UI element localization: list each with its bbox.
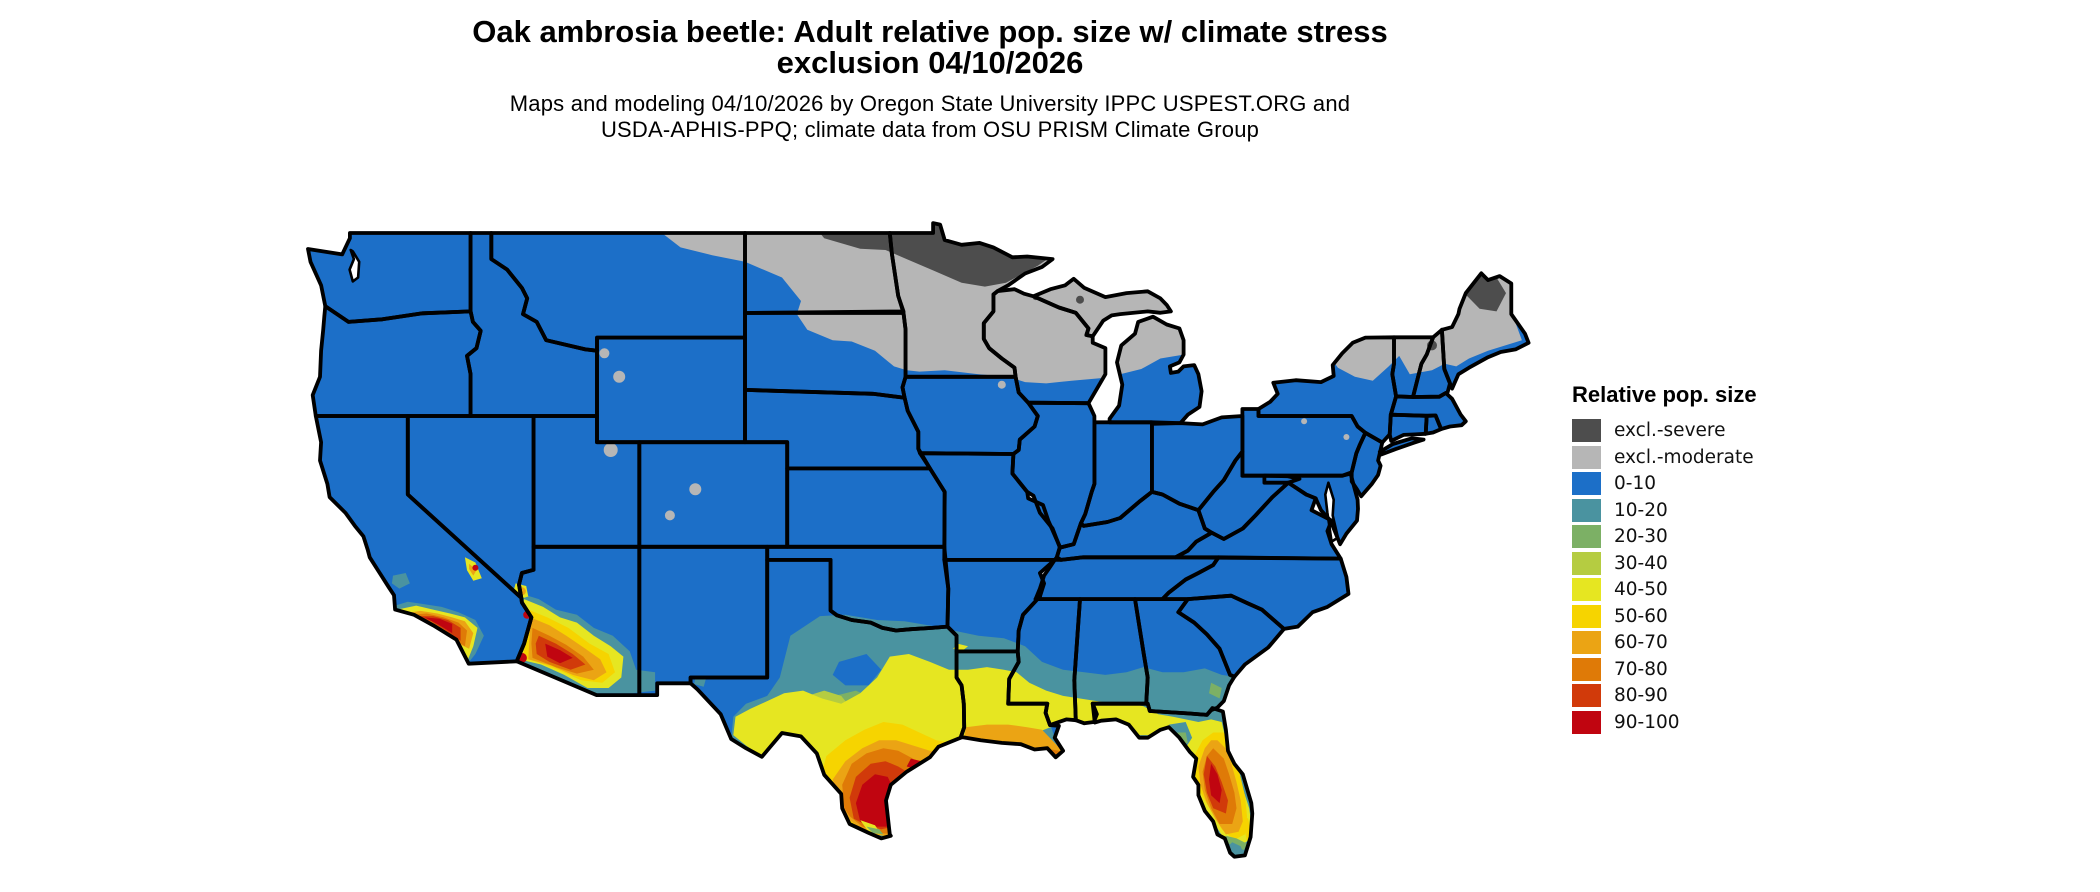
state-border-me: [1440, 271, 1531, 391]
legend-item: 80-90: [1572, 684, 1757, 707]
legend-item-label: 90-100: [1614, 711, 1680, 733]
legend-swatch: [1572, 472, 1601, 495]
legend-swatch: [1572, 710, 1601, 734]
state-borders: [306, 221, 1531, 859]
legend-item: 60-70: [1572, 631, 1757, 654]
legend-item-label: 70-80: [1614, 658, 1668, 680]
legend-item-label: excl.-moderate: [1614, 446, 1754, 468]
legend-items: excl.-severe excl.-moderate 0-10 10-20 20-30…: [1572, 419, 1757, 734]
legend-item: 10-20: [1572, 498, 1757, 522]
subtitle-line-1: Maps and modeling 04/10/2026 by Oregon S…: [509, 91, 1351, 116]
state-border-wv: [1196, 449, 1302, 541]
legend-item-label: 20-30: [1614, 526, 1668, 547]
legend-swatch: [1572, 604, 1601, 628]
legend-item-label: 30-40: [1614, 552, 1668, 574]
legend-swatch: [1572, 551, 1601, 575]
state-border-li: [1377, 436, 1426, 457]
legend-item-label: excl.-severe: [1614, 420, 1726, 441]
legend-item-label: 80-90: [1614, 685, 1668, 706]
legend-item-label: 60-70: [1614, 632, 1668, 653]
title-line-2: exclusion 04/10/2026: [776, 45, 1084, 80]
state-border-fl: [1090, 701, 1255, 859]
legend-item-label: 40-50: [1614, 579, 1668, 600]
legend-item: 50-60: [1572, 604, 1757, 628]
legend-item: excl.-moderate: [1572, 445, 1757, 469]
legend-item-label: 50-60: [1614, 605, 1668, 627]
legend-item: excl.-severe: [1572, 419, 1757, 442]
title-line-1: Oak ambrosia beetle: Adult relative pop.…: [472, 14, 1388, 49]
legend-swatch: [1572, 657, 1601, 681]
legend: Relative pop. size excl.-severe excl.-mod…: [1572, 382, 1757, 737]
legend-swatch: [1572, 419, 1601, 442]
legend-item: 0-10: [1572, 472, 1757, 495]
state-border-tx: [688, 558, 967, 841]
legend-swatch: [1572, 684, 1601, 707]
legend-swatch: [1572, 498, 1601, 522]
legend-item: 30-40: [1572, 551, 1757, 575]
legend-swatch: [1572, 578, 1601, 601]
subtitle-line-2: USDA-APHIS-PPQ; climate data from OSU PR…: [600, 117, 1260, 142]
legend-item: 70-80: [1572, 657, 1757, 681]
legend-item: 90-100: [1572, 710, 1757, 734]
state-border-nc: [1160, 555, 1351, 631]
legend-item-label: 0-10: [1614, 473, 1656, 494]
map-title: Oak ambrosia beetle: Adult relative pop.…: [310, 16, 1550, 78]
map-subtitle: Maps and modeling 04/10/2026 by Oregon S…: [310, 91, 1550, 143]
state-border-mil: [1107, 314, 1204, 425]
legend-title: Relative pop. size: [1572, 382, 1757, 407]
legend-swatch: [1572, 525, 1601, 548]
legend-item: 40-50: [1572, 578, 1757, 601]
legend-swatch: [1572, 445, 1601, 469]
legend-swatch: [1572, 631, 1601, 654]
legend-item-label: 10-20: [1614, 499, 1668, 521]
state-border-miu: [1031, 276, 1173, 339]
legend-item: 20-30: [1572, 525, 1757, 548]
